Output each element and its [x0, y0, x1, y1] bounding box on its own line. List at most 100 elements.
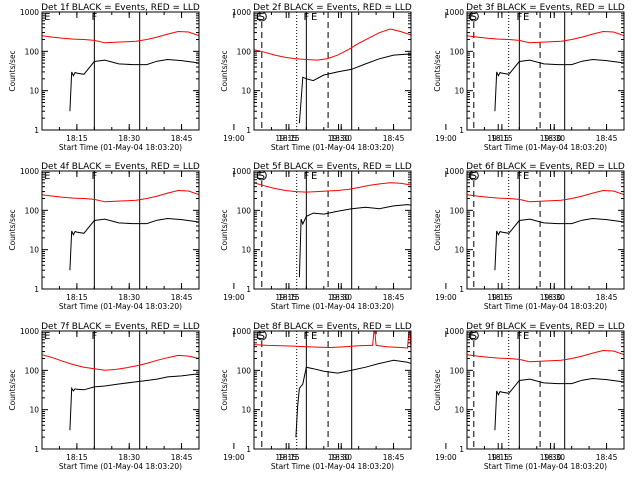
x-tick-label: 19:30	[328, 453, 350, 462]
series-line-lld	[42, 189, 199, 203]
event-marker-s: S	[471, 12, 477, 23]
chart-title: Det 1f BLACK = Events, RED = LLD	[41, 3, 200, 13]
series-line-events	[295, 359, 411, 438]
x-tick-label: 19:30	[540, 293, 562, 302]
x-tick-label: 19:15	[487, 134, 509, 143]
x-axis-label: Start Time (01-May-04 18:03:20)	[59, 462, 182, 471]
y-tick-label: 10	[241, 406, 251, 415]
series-line-events	[69, 58, 199, 112]
x-tick-label: 18:30	[118, 134, 140, 143]
series-group	[467, 189, 624, 271]
y-tick-label: 1000	[445, 167, 464, 176]
x-tick-label: 18:30	[118, 293, 140, 302]
chart-title: Det 6f BLACK = Events, RED = LLD	[466, 162, 625, 172]
series-line-events	[494, 58, 624, 112]
event-marker-e: E	[44, 171, 50, 182]
event-marker-e: E	[523, 12, 529, 23]
y-tick-label: 1	[459, 285, 464, 294]
x-tick-label: 19:00	[223, 453, 245, 462]
event-marker-e: E	[523, 331, 529, 342]
series-line-lld	[42, 354, 199, 371]
x-tick-label: 19:00	[435, 134, 457, 143]
event-marker-s: S	[259, 331, 265, 342]
series-line-lld	[42, 30, 199, 44]
y-tick-label: 1000	[20, 8, 39, 17]
series-line-events	[494, 217, 624, 271]
event-marker-e: E	[469, 331, 475, 342]
x-tick-label: 19:15	[275, 453, 297, 462]
chart-title: Det 7f BLACK = Events, RED = LLD	[41, 322, 200, 332]
y-tick-label: 100	[25, 366, 40, 375]
plot-frame	[253, 11, 412, 131]
x-tick-label: 19:00	[223, 134, 245, 143]
x-tick-label: 19:00	[435, 293, 457, 302]
x-tick-label: 18:45	[383, 134, 405, 143]
series-group	[254, 28, 411, 124]
event-marker-f: F	[516, 331, 522, 342]
y-axis-label: Counts/sec	[8, 50, 17, 91]
chart-title: Det 4f BLACK = Events, RED = LLD	[41, 162, 200, 172]
y-tick-label: 100	[450, 47, 465, 56]
series-group	[42, 354, 199, 431]
y-tick-label: 100	[25, 47, 40, 56]
series-line-lld	[254, 28, 411, 61]
x-tick-label: 18:30	[330, 293, 352, 302]
x-axis-label: Start Time (01-May-04 18:03:20)	[59, 143, 182, 152]
x-tick-label: 18:45	[383, 453, 405, 462]
y-tick-label: 100	[450, 366, 465, 375]
series-line-events	[298, 204, 411, 278]
y-tick-label: 10	[241, 246, 251, 255]
series-line-lld	[467, 189, 624, 203]
series-group	[467, 30, 624, 112]
event-marker-f: F	[516, 12, 522, 23]
chart-panel-9: Det 9f BLACK = Events, RED = LLD 1 10 100 10…	[433, 322, 625, 471]
y-tick-label: 1000	[20, 167, 39, 176]
x-tick-label: 18:30	[330, 453, 352, 462]
event-marker-s: S	[259, 171, 265, 182]
x-axis-label: Start Time (01-May-04 18:03:20)	[271, 302, 394, 311]
y-axis-label: Counts/sec	[220, 50, 229, 91]
chart-panel-7: Det 7f BLACK = Events, RED = LLD 1 10 100 10…	[8, 322, 350, 471]
event-marker-f: F	[303, 171, 309, 182]
x-tick-label: 18:45	[596, 453, 618, 462]
x-tick-label: 19:15	[275, 293, 297, 302]
event-marker-s: S	[471, 331, 477, 342]
event-marker-e: E	[44, 12, 50, 23]
plot-frame	[41, 11, 200, 131]
x-axis-label: Start Time (01-May-04 18:03:20)	[484, 462, 607, 471]
event-marker-s: S	[471, 171, 477, 182]
event-marker-f: F	[303, 331, 309, 342]
y-tick-label: 100	[237, 47, 252, 56]
y-axis-label: Counts/sec	[8, 369, 17, 410]
chart-title: Det 8f BLACK = Events, RED = LLD	[253, 322, 412, 332]
series-group	[42, 189, 199, 271]
event-marker-e: E	[311, 12, 317, 23]
y-tick-label: 1000	[20, 327, 39, 336]
y-tick-label: 10	[454, 246, 464, 255]
y-tick-label: 10	[29, 406, 39, 415]
chart-title: Det 9f BLACK = Events, RED = LLD	[466, 322, 625, 332]
chart-panel-8: Det 8f BLACK = Events, RED = LLD 1 10 100 10…	[220, 322, 562, 471]
y-axis-label: Counts/sec	[433, 209, 442, 250]
x-tick-label: 18:30	[543, 453, 565, 462]
plot-frame	[466, 170, 625, 290]
event-marker-e: E	[523, 171, 529, 182]
y-tick-label: 100	[237, 206, 252, 215]
y-tick-label: 100	[237, 366, 252, 375]
x-tick-label: 18:45	[171, 293, 193, 302]
series-group	[467, 349, 624, 431]
event-marker-e: E	[256, 12, 262, 23]
y-tick-label: 10	[241, 87, 251, 96]
x-tick-label: 18:15	[278, 453, 300, 462]
chart-panel-5: Det 5f BLACK = Events, RED = LLD 1 10 100 10…	[220, 162, 562, 311]
x-axis-label: Start Time (01-May-04 18:03:20)	[271, 462, 394, 471]
series-line-events	[298, 53, 411, 124]
x-tick-label: 18:30	[543, 293, 565, 302]
y-tick-label: 1	[246, 285, 251, 294]
x-tick-label: 18:30	[543, 134, 565, 143]
x-tick-label: 18:45	[383, 293, 405, 302]
event-marker-f: F	[91, 171, 97, 182]
x-tick-label: 18:45	[596, 134, 618, 143]
